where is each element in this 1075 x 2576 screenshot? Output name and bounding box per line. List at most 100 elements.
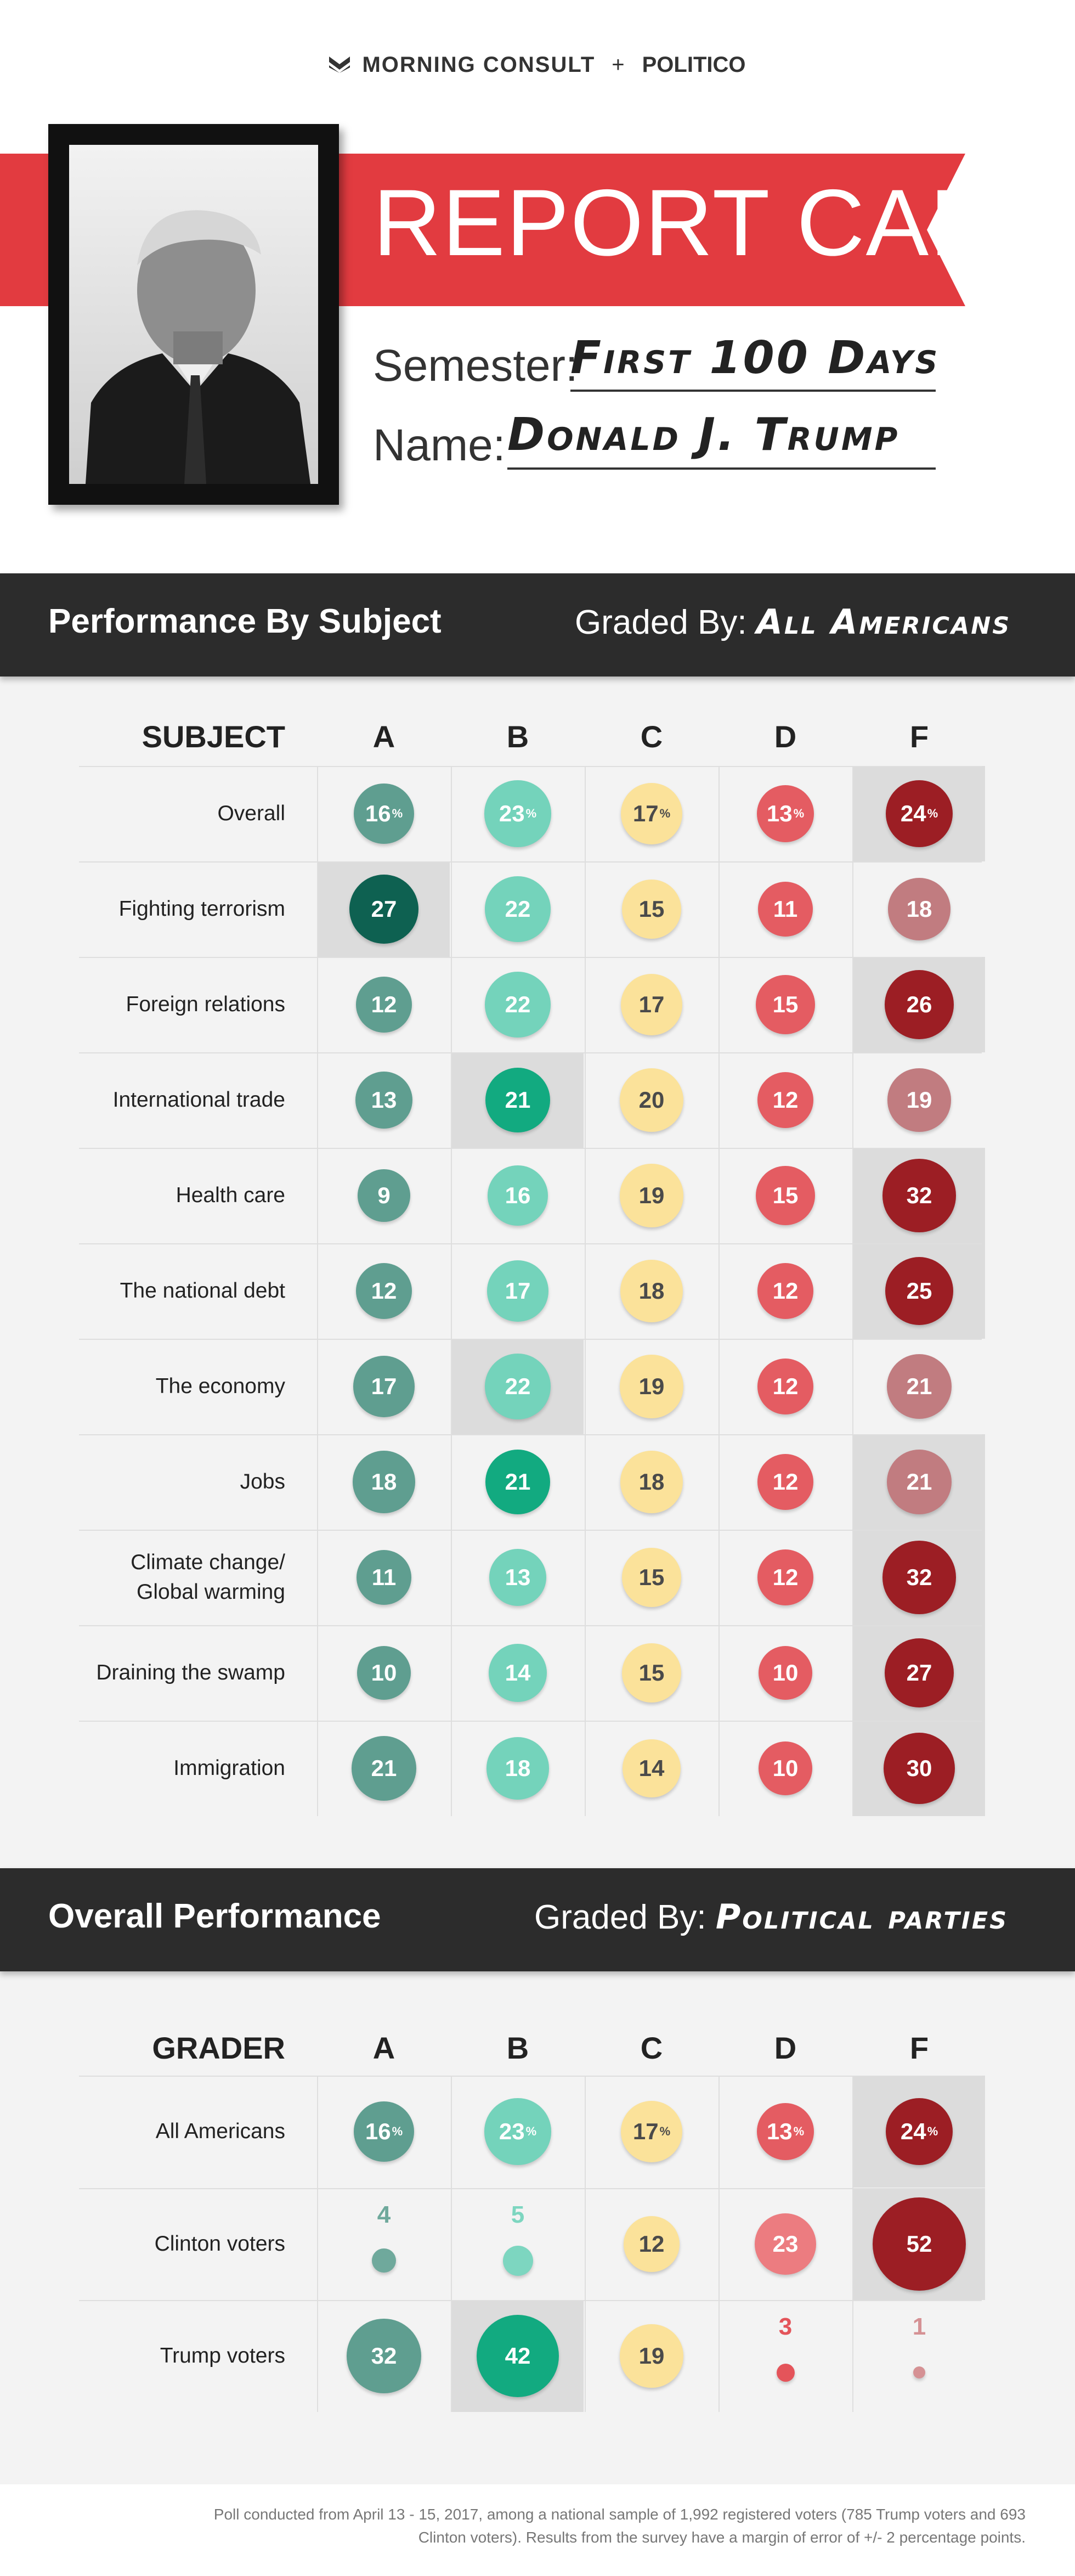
grade-value-label: 5 (511, 2201, 525, 2228)
grade-bubble-b: 22 (485, 1354, 551, 1419)
row-label-text: Clinton voters (154, 2232, 285, 2256)
grade-bubble-a: 12 (355, 1262, 412, 1320)
row-label-text: Climate change/ Global warming (131, 1551, 285, 1604)
row-divider (79, 1148, 982, 1149)
grade-bubble-f: 32 (882, 1159, 956, 1232)
percent-sign: % (659, 806, 671, 820)
column-divider (585, 766, 586, 1816)
semester-label: Semester: (373, 341, 578, 391)
grade-bubble-b: 42 (477, 2315, 559, 2397)
row-label: Clinton voters (71, 2188, 285, 2300)
row-label-text: International trade (112, 1088, 285, 1112)
grade-value-label: 1 (912, 2313, 926, 2340)
row-divider (79, 957, 982, 958)
row-label-text: All Americans (155, 2120, 285, 2143)
row-label-text: Trump voters (160, 2344, 285, 2368)
grade-bubble-c: 17 (621, 974, 682, 1035)
column-header-c: C (640, 2031, 663, 2065)
grade-bubble-f: 32 (882, 1541, 956, 1614)
grade-bubble-c: 17% (621, 783, 682, 844)
percent-sign: % (392, 2124, 403, 2138)
grade-bubble-b: 22 (485, 972, 551, 1038)
column-header-b: B (506, 719, 529, 754)
portrait-image (69, 145, 318, 484)
column-divider (585, 2076, 586, 2412)
grade-bubble-c: 15 (621, 879, 682, 939)
grade-bubble-d (776, 2363, 795, 2382)
row-divider (79, 861, 982, 863)
grade-bubble-a: 27 (349, 874, 419, 944)
column-header-d: D (774, 719, 797, 754)
row-label: Immigration (71, 1721, 285, 1816)
grade-bubble-d: 12 (757, 1549, 814, 1606)
column-divider (317, 2076, 318, 2412)
footer-area (0, 2484, 1075, 2576)
grade-bubble-d: 13% (756, 785, 814, 843)
percent-sign: % (525, 2124, 537, 2138)
row-divider (79, 1434, 982, 1435)
grade-bubble-b: 17 (487, 1260, 548, 1322)
grade-bubble-c: 19 (620, 1164, 683, 1227)
grade-bubble-f (913, 2366, 925, 2378)
row-label: Climate change/ Global warming (71, 1530, 285, 1625)
row-label: Health care (71, 1148, 285, 1243)
row-divider (79, 2188, 982, 2189)
column-header-a: A (372, 2031, 395, 2065)
percent-sign: % (392, 807, 403, 820)
column-header-f: F (909, 2031, 929, 2065)
section-bar-subject: Performance By Subject Graded By: All Am… (0, 573, 1075, 677)
grade-value-label: 4 (377, 2201, 391, 2228)
grade-bubble-a: 10 (357, 1645, 411, 1700)
grade-bubble-d: 13% (756, 2102, 814, 2161)
grade-bubble-b: 21 (485, 1067, 551, 1133)
grade-bubble-f: 21 (886, 1449, 952, 1515)
grade-bubble-c: 19 (620, 2324, 683, 2388)
grade-bubble-f: 27 (884, 1638, 954, 1708)
grade-value-label: 3 (778, 2313, 793, 2340)
row-label-text: Draining the swamp (96, 1661, 285, 1684)
grade-bubble-f: 52 (873, 2197, 966, 2291)
grade-bubble-d: 15 (755, 1165, 816, 1226)
row-divider (79, 1530, 982, 1531)
column-divider (718, 2076, 720, 2412)
grade-bubble-c: 15 (621, 1643, 682, 1703)
logo-morning-consult: MORNING CONSULT (362, 53, 596, 77)
grade-bubble-b: 18 (486, 1737, 549, 1800)
grade-bubble-d: 12 (757, 1072, 814, 1129)
percent-sign: % (927, 806, 938, 820)
grade-bubble-c: 18 (620, 1451, 683, 1513)
row-label: Fighting terrorism (71, 861, 285, 957)
grade-bubble-f: 24% (885, 780, 953, 848)
section-title-subject: Performance By Subject (48, 602, 442, 640)
grade-bubble-c: 19 (620, 1355, 683, 1418)
name-label: Name: (373, 420, 506, 470)
grade-bubble-d: 10 (758, 1645, 813, 1700)
row-label-text: Health care (176, 1183, 285, 1207)
grade-bubble-c: 12 (623, 2216, 680, 2273)
grade-bubble-a: 17 (353, 1356, 415, 1417)
column-divider (451, 2076, 452, 2412)
grade-bubble-d: 12 (757, 1358, 814, 1415)
column-header-c: C (640, 719, 663, 754)
row-divider (79, 1625, 982, 1626)
row-divider (79, 2300, 982, 2301)
row-label: International trade (71, 1052, 285, 1148)
percent-sign: % (793, 2124, 805, 2138)
grade-bubble-d: 12 (757, 1453, 814, 1510)
row-divider (79, 1339, 982, 1340)
column-header-label: SUBJECT (142, 719, 285, 754)
grade-bubble-f: 26 (885, 970, 954, 1039)
grade-bubble-b: 21 (485, 1449, 551, 1515)
grade-bubble-d: 12 (757, 1262, 814, 1320)
graded-by-label: Graded By: (534, 1898, 706, 1936)
row-label-text: Foreign relations (126, 993, 285, 1016)
graded-by-subject: Graded By: All Americans (575, 602, 1011, 642)
column-divider (852, 766, 853, 1816)
row-label-text: Overall (217, 802, 285, 825)
grade-bubble-f: 30 (883, 1732, 955, 1805)
grade-bubble-f: 25 (885, 1257, 953, 1325)
column-header-f: F (909, 719, 929, 754)
column-divider (317, 766, 318, 1816)
grade-bubble-a: 9 (358, 1169, 410, 1222)
row-label: Draining the swamp (71, 1625, 285, 1721)
